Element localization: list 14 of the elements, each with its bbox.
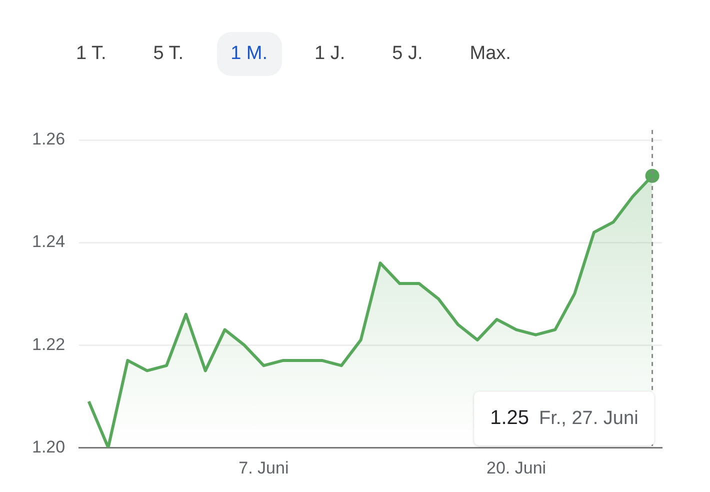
y-tick-label: 1.24 [32,232,66,252]
text: 5 T. [152,42,185,66]
annotation: 1.25 [490,407,530,430]
y-tick-label: 1.26 [32,130,66,149]
text: 1 J. [314,42,346,66]
y-tick-label: 1.20 [32,437,66,456]
text: Max. [468,42,512,66]
x-tick-label: 20. Juni [486,458,546,478]
y-tick-label: 1.22 [32,334,66,354]
annotation: Fr., 27. Juni [539,408,638,429]
text: 1 T. [75,42,108,66]
x-tick-label: 7. Juni [238,458,289,478]
text: 1 M. [216,32,282,76]
text: 5 J. [391,42,424,66]
